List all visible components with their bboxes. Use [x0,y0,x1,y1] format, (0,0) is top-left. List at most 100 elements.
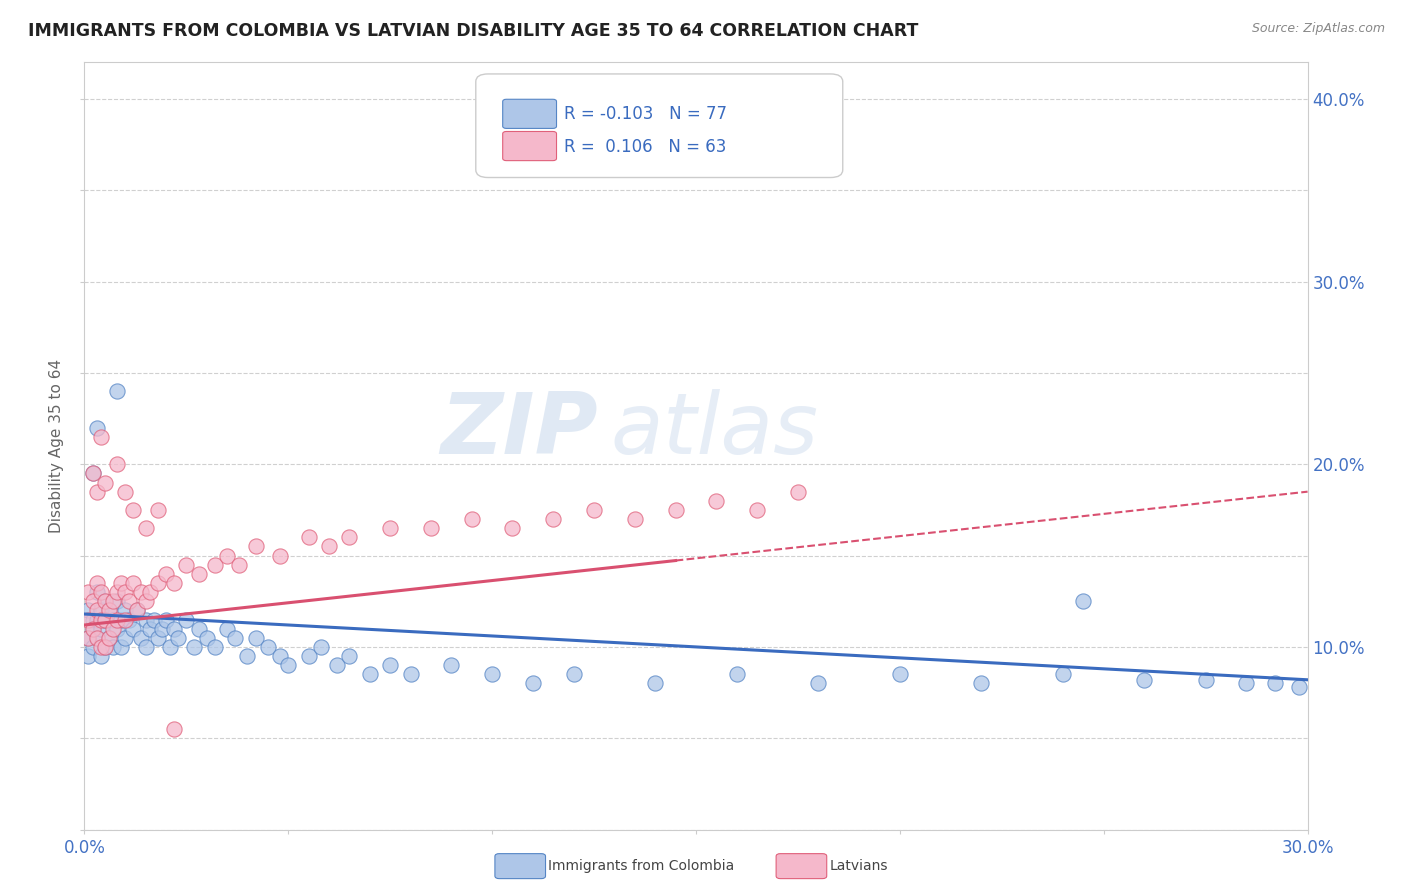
Point [77,648,100,663]
Point [245,540,267,554]
Point [747,503,769,517]
Point [318,540,340,554]
Point [1195,673,1218,687]
Text: Immigrants from Colombia: Immigrants from Colombia [548,859,734,873]
FancyBboxPatch shape [503,131,557,161]
Point [187,622,209,636]
Point [77,631,100,645]
Point [90,622,112,636]
Point [339,648,361,663]
Point [257,640,280,654]
Point [245,631,267,645]
Point [204,558,226,572]
Point [1264,676,1286,690]
Point [1052,667,1074,681]
Point [228,558,250,572]
Point [359,667,381,681]
Point [101,594,124,608]
Point [224,631,246,645]
Point [77,631,100,645]
Point [142,613,165,627]
Point [90,430,112,444]
Point [135,521,157,535]
Point [269,648,291,663]
Point [82,467,104,481]
Point [309,640,332,654]
Point [101,613,124,627]
Point [90,640,112,654]
Point [195,631,218,645]
Point [86,631,108,645]
Point [97,631,120,645]
Point [269,549,291,563]
Point [93,640,115,654]
Point [298,530,321,544]
Point [77,603,100,617]
Point [114,631,136,645]
Point [82,640,104,654]
Point [807,676,830,690]
Text: ZIP: ZIP [440,389,598,472]
FancyBboxPatch shape [475,74,842,178]
Text: Source: ZipAtlas.com: Source: ZipAtlas.com [1251,22,1385,36]
Point [105,585,128,599]
Point [146,576,169,591]
Point [97,603,120,617]
Point [665,503,688,517]
Point [114,613,136,627]
Point [105,457,128,471]
Point [624,512,647,526]
Text: IMMIGRANTS FROM COLOMBIA VS LATVIAN DISABILITY AGE 35 TO 64 CORRELATION CHART: IMMIGRANTS FROM COLOMBIA VS LATVIAN DISA… [28,22,918,40]
Point [163,576,186,591]
Point [1133,673,1156,687]
Point [86,421,108,435]
Point [146,503,169,517]
Point [135,613,157,627]
Point [110,613,132,627]
Point [167,631,190,645]
Point [118,613,141,627]
Point [90,613,112,627]
Point [155,613,177,627]
Point [725,667,748,681]
Point [138,585,160,599]
Point [77,585,100,599]
Point [187,566,209,581]
Point [105,594,128,608]
Point [114,585,136,599]
Text: Latvians: Latvians [830,859,889,873]
Point [1073,594,1095,608]
Point [543,512,565,526]
Point [127,603,149,617]
Point [217,549,239,563]
Point [122,503,145,517]
Point [706,493,728,508]
Point [131,631,153,645]
Point [86,631,108,645]
Point [86,576,108,591]
Point [82,594,104,608]
Point [174,558,197,572]
Point [101,622,124,636]
Point [135,594,157,608]
Point [380,658,402,673]
Point [138,622,160,636]
Point [146,631,169,645]
Y-axis label: Disability Age 35 to 64: Disability Age 35 to 64 [49,359,65,533]
Point [970,676,993,690]
Point [105,613,128,627]
Point [118,594,141,608]
Point [277,658,299,673]
Point [163,722,186,736]
Point [236,648,259,663]
Point [122,622,145,636]
Point [150,622,173,636]
Point [440,658,463,673]
Point [86,603,108,617]
Point [502,521,524,535]
Point [583,503,606,517]
Point [93,640,115,654]
Text: R =  0.106   N = 63: R = 0.106 N = 63 [564,138,727,156]
Point [380,521,402,535]
Point [174,613,197,627]
